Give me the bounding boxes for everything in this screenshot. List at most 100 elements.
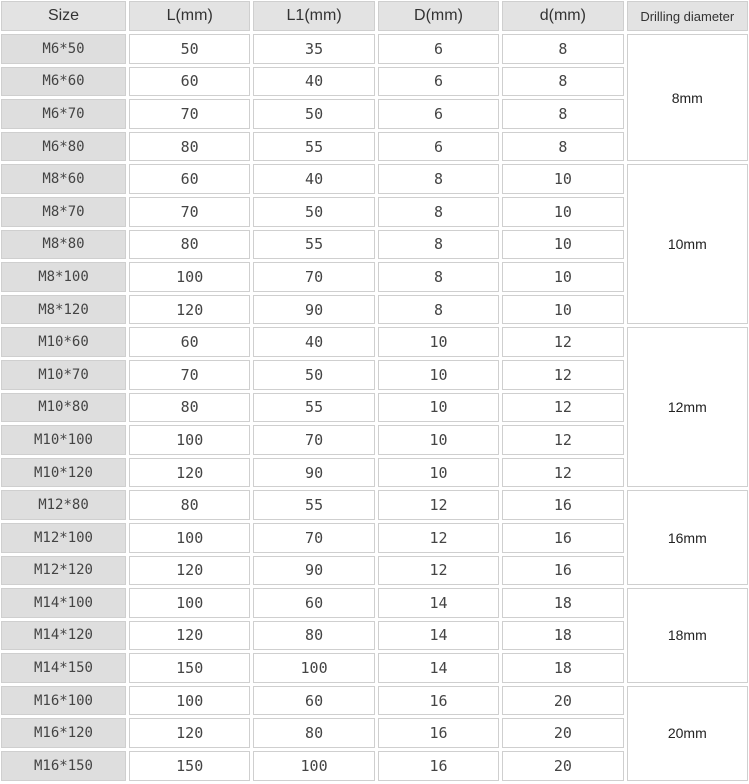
- cell-d-upper: 8: [377, 262, 500, 292]
- table-body: M6*50 50 35 6 8 8mm M6*60 60 40 6 8 M6*70 70 50 6 8 M6*8…: [1, 34, 748, 781]
- table-row: M12*80 80 55 12 16 16mm: [1, 490, 748, 586]
- table-row: M8*70 70 50 8 10: [1, 196, 748, 227]
- cell-size: M14*150: [1, 653, 126, 683]
- table-row: M16*150 150 100 16 20: [1, 751, 748, 781]
- cell-d-upper: 10: [377, 392, 500, 423]
- cell-l: 60: [129, 327, 251, 357]
- cell-d-upper: 16: [377, 718, 500, 749]
- cell-size: M14*120: [1, 620, 126, 651]
- table-row: M10*100 100 70 10 12: [1, 425, 748, 455]
- cell-d-lower: 12: [502, 359, 624, 390]
- cell-size: M6*50: [1, 34, 126, 64]
- cell-size: M10*100: [1, 425, 126, 455]
- cell-l: 70: [129, 359, 251, 390]
- cell-d-lower: 12: [502, 425, 624, 455]
- table-row: M12*120 120 90 12 16: [1, 555, 748, 586]
- cell-l1: 100: [253, 653, 375, 683]
- cell-d-lower: 8: [502, 99, 624, 129]
- cell-d-lower: 10: [502, 294, 624, 325]
- cell-d-lower: 8: [502, 131, 624, 162]
- cell-l1: 100: [253, 751, 375, 781]
- cell-d-lower: 16: [502, 522, 624, 553]
- cell-size: M14*100: [1, 588, 126, 618]
- cell-l: 120: [129, 620, 251, 651]
- cell-d-lower: 12: [502, 457, 624, 488]
- cell-l: 150: [129, 653, 251, 683]
- cell-d-upper: 6: [377, 99, 500, 129]
- table-row: M10*120 120 90 10 12: [1, 457, 748, 488]
- table-row: M6*60 60 40 6 8: [1, 66, 748, 97]
- cell-d-lower: 10: [502, 196, 624, 227]
- cell-drilling-diameter: 16mm: [626, 490, 748, 586]
- cell-size: M10*70: [1, 359, 126, 390]
- cell-d-lower: 16: [502, 555, 624, 586]
- cell-d-upper: 12: [377, 522, 500, 553]
- cell-d-upper: 10: [377, 327, 500, 357]
- cell-size: M10*80: [1, 392, 126, 423]
- cell-drilling-diameter: 18mm: [626, 588, 748, 683]
- cell-l1: 80: [253, 718, 375, 749]
- table-row: M8*120 120 90 8 10: [1, 294, 748, 325]
- cell-l1: 55: [253, 229, 375, 260]
- cell-d-upper: 14: [377, 653, 500, 683]
- cell-l1: 55: [253, 490, 375, 520]
- cell-l: 80: [129, 131, 251, 162]
- cell-d-upper: 8: [377, 196, 500, 227]
- cell-d-lower: 18: [502, 588, 624, 618]
- cell-size: M8*70: [1, 196, 126, 227]
- cell-l1: 55: [253, 131, 375, 162]
- cell-d-lower: 16: [502, 490, 624, 520]
- cell-l: 80: [129, 392, 251, 423]
- cell-l: 60: [129, 164, 251, 194]
- cell-l: 80: [129, 229, 251, 260]
- table-row: M10*70 70 50 10 12: [1, 359, 748, 390]
- cell-l1: 90: [253, 294, 375, 325]
- table-row: M10*60 60 40 10 12 12mm: [1, 327, 748, 488]
- table-row: M14*150 150 100 14 18: [1, 653, 748, 683]
- cell-l: 120: [129, 555, 251, 586]
- cell-d-upper: 6: [377, 34, 500, 64]
- cell-d-lower: 10: [502, 229, 624, 260]
- cell-size: M6*70: [1, 99, 126, 129]
- cell-l1: 60: [253, 685, 375, 716]
- table-row: M10*80 80 55 10 12: [1, 392, 748, 423]
- cell-l: 100: [129, 522, 251, 553]
- cell-l: 100: [129, 588, 251, 618]
- cell-d-upper: 12: [377, 555, 500, 586]
- cell-l1: 40: [253, 327, 375, 357]
- cell-d-upper: 6: [377, 131, 500, 162]
- cell-d-upper: 14: [377, 588, 500, 618]
- cell-size: M10*120: [1, 457, 126, 488]
- cell-d-lower: 10: [502, 164, 624, 194]
- cell-d-upper: 10: [377, 425, 500, 455]
- cell-d-upper: 8: [377, 229, 500, 260]
- cell-l1: 70: [253, 522, 375, 553]
- cell-d-upper: 16: [377, 751, 500, 781]
- cell-l1: 50: [253, 359, 375, 390]
- cell-l1: 40: [253, 66, 375, 97]
- cell-l1: 55: [253, 392, 375, 423]
- cell-l1: 60: [253, 588, 375, 618]
- cell-l: 120: [129, 294, 251, 325]
- table-row: M6*80 80 55 6 8: [1, 131, 748, 162]
- cell-l1: 70: [253, 262, 375, 292]
- header-d-lower: d(mm): [502, 1, 624, 31]
- cell-l: 150: [129, 751, 251, 781]
- cell-d-upper: 14: [377, 620, 500, 651]
- cell-size: M12*120: [1, 555, 126, 586]
- cell-d-upper: 6: [377, 66, 500, 97]
- cell-size: M6*80: [1, 131, 126, 162]
- cell-l: 70: [129, 196, 251, 227]
- header-row: Size L(mm) L1(mm) D(mm) d(mm) Drilling d…: [1, 1, 748, 31]
- cell-d-upper: 12: [377, 490, 500, 520]
- cell-size: M8*100: [1, 262, 126, 292]
- cell-size: M12*100: [1, 522, 126, 553]
- cell-d-lower: 8: [502, 34, 624, 64]
- cell-size: M16*120: [1, 718, 126, 749]
- header-l: L(mm): [129, 1, 251, 31]
- cell-l1: 50: [253, 196, 375, 227]
- cell-l: 60: [129, 66, 251, 97]
- cell-l: 100: [129, 262, 251, 292]
- table-row: M16*100 100 60 16 20 20mm: [1, 685, 748, 781]
- header-l1: L1(mm): [253, 1, 375, 31]
